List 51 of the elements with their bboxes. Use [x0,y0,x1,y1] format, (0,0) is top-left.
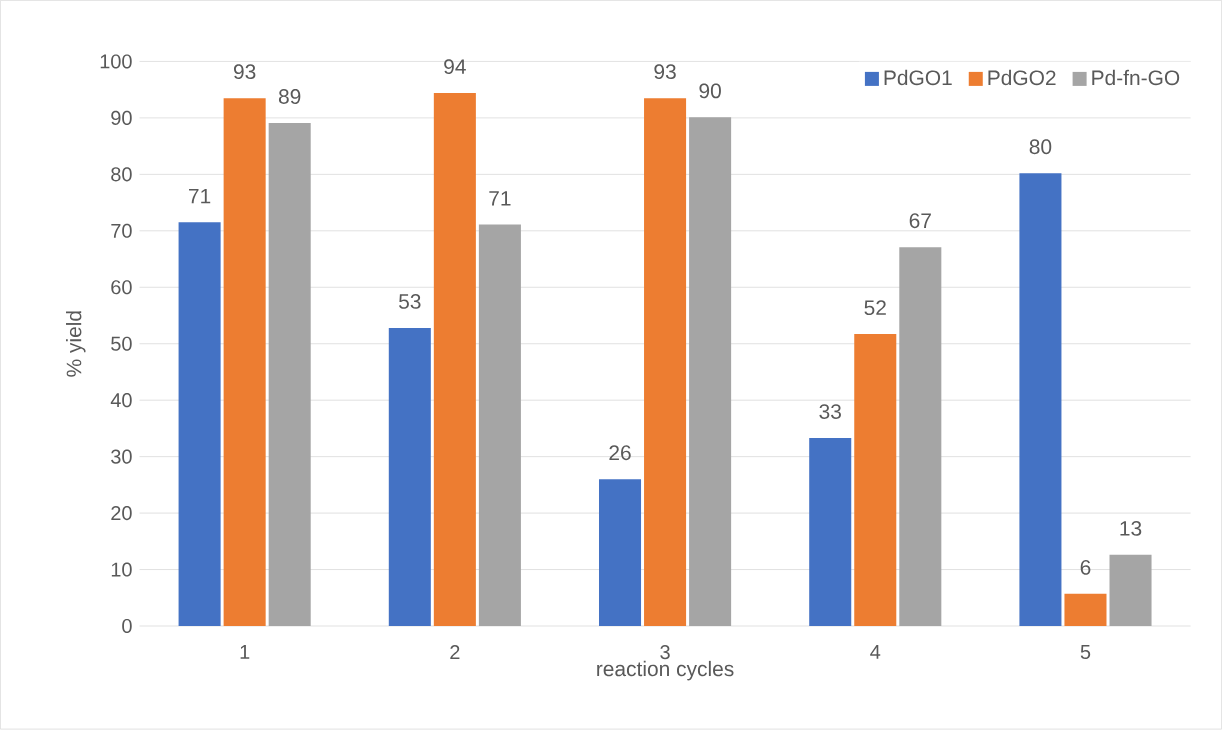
data-label: 67 [909,213,931,229]
bar [178,222,221,627]
data-label: 6 [1080,560,1091,576]
bar [809,438,852,627]
bar [854,334,897,627]
x-tick-label: 2 [450,645,460,660]
bar [1064,594,1107,627]
data-label: 71 [189,189,211,204]
data-label: 52 [864,300,886,316]
x-tick-label: 1 [240,645,250,660]
y-tick-label: 70 [111,224,132,239]
data-label: 90 [699,83,721,99]
y-tick-label: 0 [122,619,132,634]
legend-label: Pd-fn-GO [1092,70,1180,86]
data-label: 89 [278,89,301,105]
y-tick-label: 60 [111,280,132,295]
data-label: 80 [1029,139,1052,155]
bar [1019,173,1062,627]
bar [599,479,642,627]
y-tick-label: 20 [111,506,132,521]
y-tick-label: 100 [100,54,132,69]
bar [388,328,431,627]
bar [1109,555,1152,627]
bar [899,247,942,627]
x-tick-label: 3 [660,645,670,660]
data-label: 13 [1120,521,1142,537]
y-tick-label: 50 [111,336,132,352]
bar [689,117,732,627]
x-tick-label: 4 [870,645,881,660]
y-tick-label: 40 [110,393,132,408]
y-tick-label: 90 [111,111,132,126]
data-label: 71 [489,191,511,206]
legend-label: PdGO2 [988,70,1056,86]
x-tick-label: 5 [1080,645,1091,660]
data-label: 53 [399,294,421,310]
bar [478,224,521,627]
y-tick-label: 80 [111,167,132,182]
legend-label: PdGO1 [884,70,952,86]
data-label: 33 [819,404,841,420]
y-tick-label: 10 [111,562,132,577]
y-axis-title: % yield [66,311,86,377]
data-label: 93 [654,64,676,80]
x-axis-title: reaction cycles [597,661,734,681]
data-label: 93 [233,64,256,80]
bar [223,98,266,627]
data-label: 26 [609,445,631,461]
y-tick-label: 30 [111,449,132,464]
bar [268,123,311,627]
bar [644,98,687,627]
bar [433,93,476,627]
data-label: 94 [444,59,466,75]
